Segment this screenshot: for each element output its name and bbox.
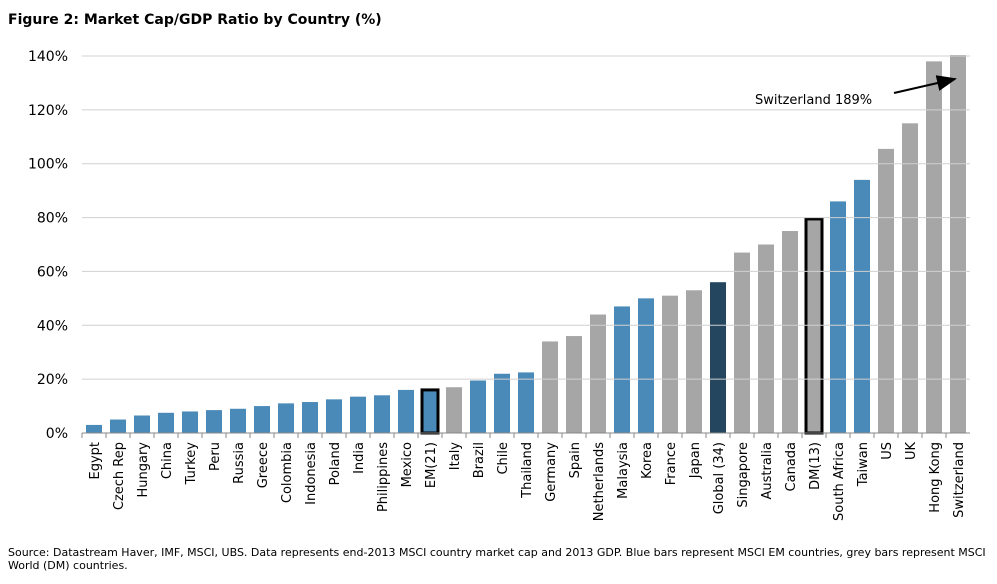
bar bbox=[350, 396, 366, 433]
source: Source: Datastream Haver, IMF, MSCI, UBS… bbox=[8, 546, 986, 572]
bar bbox=[182, 411, 198, 433]
bar bbox=[542, 341, 558, 433]
bar bbox=[926, 61, 942, 434]
bar bbox=[518, 372, 534, 433]
x-tick-label: Poland bbox=[328, 442, 343, 485]
x-tick-label: DM(13) bbox=[808, 442, 823, 490]
x-tick-label: Switzerland bbox=[952, 442, 967, 518]
bar bbox=[254, 406, 270, 433]
x-tick-label: US bbox=[880, 442, 895, 460]
y-tick-label: 100% bbox=[28, 157, 68, 173]
y-tick-label: 140% bbox=[28, 49, 68, 65]
x-tick-label: Colombia bbox=[280, 442, 295, 503]
y-tick-label: 20% bbox=[37, 372, 68, 388]
x-tick-label: Hungary bbox=[136, 442, 151, 498]
x-tick-label: Global (34) bbox=[712, 442, 727, 514]
bar bbox=[278, 403, 294, 433]
bar bbox=[734, 252, 750, 433]
bar bbox=[86, 424, 102, 433]
bar bbox=[134, 415, 150, 433]
y-tick-label: 0% bbox=[46, 426, 68, 442]
x-tick-label: Czech Rep bbox=[112, 442, 127, 510]
x-tick-label: EM(21) bbox=[424, 442, 439, 488]
x-tick-label: Peru bbox=[208, 442, 223, 471]
bar bbox=[230, 408, 246, 433]
x-tick-label: Egypt bbox=[88, 442, 103, 480]
bar bbox=[758, 244, 774, 433]
x-tick-label: UK bbox=[904, 442, 919, 461]
bar bbox=[590, 314, 606, 433]
x-tick-label: Brazil bbox=[472, 442, 487, 478]
bar bbox=[710, 282, 726, 433]
bar bbox=[374, 395, 390, 433]
x-tick-label: Hong Kong bbox=[928, 442, 943, 513]
x-tick-label: Japan bbox=[688, 442, 703, 479]
x-tick-label: Spain bbox=[568, 442, 583, 478]
bar bbox=[302, 402, 318, 433]
x-tick-label: Korea bbox=[640, 442, 655, 479]
bar bbox=[158, 412, 174, 433]
bar bbox=[662, 295, 678, 433]
x-tick-label: South Africa bbox=[832, 442, 847, 521]
chart-title: Figure 2: Market Cap/GDP Ratio by Countr… bbox=[8, 12, 382, 28]
x-tick-label: Russia bbox=[232, 442, 247, 484]
plot-area bbox=[86, 55, 966, 435]
bar bbox=[110, 419, 126, 433]
y-tick-label: 80% bbox=[37, 211, 68, 227]
bar bbox=[638, 298, 654, 433]
x-tick-label: Singapore bbox=[736, 442, 751, 508]
bar bbox=[206, 410, 222, 433]
bar bbox=[420, 388, 440, 435]
x-tick-label: Mexico bbox=[400, 442, 415, 487]
x-tick-label: Taiwan bbox=[856, 442, 871, 487]
y-tick-label: 40% bbox=[37, 318, 68, 334]
bar bbox=[566, 336, 582, 433]
x-tick-label: Thailand bbox=[520, 442, 535, 499]
bar bbox=[950, 55, 966, 434]
x-tick-label: China bbox=[160, 442, 175, 479]
source-box: Source: Datastream Haver, IMF, MSCI, UBS… bbox=[8, 546, 986, 572]
bar bbox=[902, 123, 918, 434]
bar bbox=[446, 387, 462, 433]
bar bbox=[614, 306, 630, 433]
x-tick-label: Chile bbox=[496, 442, 511, 475]
bar bbox=[804, 217, 824, 435]
x-tick-label: Netherlands bbox=[592, 442, 607, 521]
bar bbox=[398, 389, 414, 433]
bar bbox=[326, 399, 342, 433]
bar bbox=[878, 148, 894, 433]
bar bbox=[854, 179, 870, 433]
x-tick-label: Germany bbox=[544, 442, 559, 502]
bar bbox=[830, 201, 846, 433]
bar bbox=[470, 380, 486, 433]
x-tick-label: Indonesia bbox=[304, 442, 319, 505]
x-tick-label: Australia bbox=[760, 442, 775, 500]
x-tick-label: Turkey bbox=[184, 442, 199, 486]
x-tick-label: Canada bbox=[784, 442, 799, 491]
annotation-arrow bbox=[893, 75, 957, 94]
x-tick-label: Malaysia bbox=[616, 442, 631, 499]
bar bbox=[686, 290, 702, 433]
x-tick-label: Italy bbox=[448, 442, 463, 471]
y-tick-label: 120% bbox=[28, 103, 68, 119]
x-tick-label: India bbox=[352, 442, 367, 474]
x-tick-label: Greece bbox=[256, 442, 271, 488]
annotation: Switzerland 189% bbox=[755, 93, 872, 108]
x-tick-label: France bbox=[664, 442, 679, 485]
x-tick-label: Philippines bbox=[376, 442, 391, 512]
y-tick-label: 60% bbox=[37, 264, 68, 280]
bar bbox=[494, 373, 510, 433]
bar bbox=[782, 231, 798, 433]
